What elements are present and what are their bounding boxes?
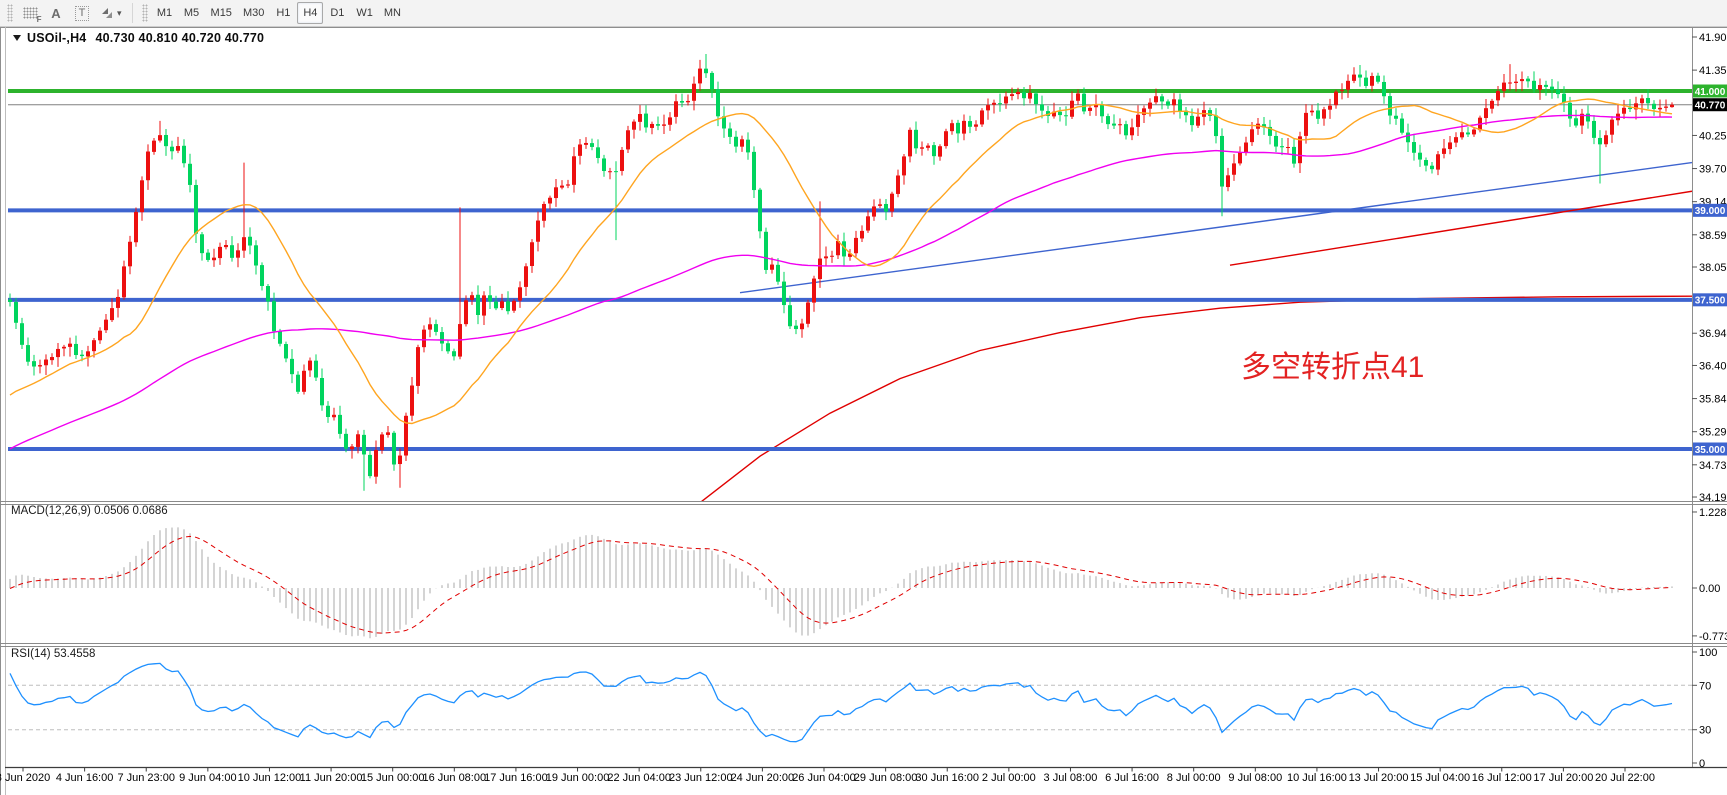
svg-text:13 Jul 20:00: 13 Jul 20:00	[1349, 772, 1409, 784]
svg-text:35.290: 35.290	[1699, 427, 1727, 439]
svg-text:16 Jul 12:00: 16 Jul 12:00	[1472, 772, 1532, 784]
ma-slow-magenta-line[interactable]	[9, 114, 1673, 450]
arrange-arrows-icon	[102, 8, 112, 18]
svg-text:10 Jun 12:00: 10 Jun 12:00	[238, 772, 302, 784]
toolbar-arrange-button[interactable]	[95, 2, 127, 24]
svg-text:40.770: 40.770	[1695, 101, 1726, 112]
svg-text:35.845: 35.845	[1699, 394, 1727, 406]
svg-text:100: 100	[1699, 647, 1717, 659]
timeframe-m1-button[interactable]: M1	[152, 2, 178, 24]
svg-text:22 Jun 04:00: 22 Jun 04:00	[607, 772, 671, 784]
svg-text:38.590: 38.590	[1699, 230, 1727, 242]
svg-text:7 Jun 23:00: 7 Jun 23:00	[117, 772, 175, 784]
macd-signal-line	[9, 535, 1673, 634]
timeframe-d1-button[interactable]: D1	[324, 2, 350, 24]
svg-text:20 Jul 22:00: 20 Jul 22:00	[1595, 772, 1655, 784]
svg-text:40.255: 40.255	[1699, 130, 1727, 142]
toolbar-textbox-button[interactable]: T	[69, 2, 95, 24]
blue-support-trendline[interactable]	[739, 161, 1692, 294]
svg-text:36.940: 36.940	[1699, 328, 1727, 340]
toolbar-separator	[131, 3, 133, 23]
svg-text:17 Jun 16:00: 17 Jun 16:00	[484, 772, 548, 784]
svg-text:30 Jun 16:00: 30 Jun 16:00	[915, 772, 979, 784]
macd-pane[interactable]	[9, 527, 1673, 639]
svg-text:23 Jun 12:00: 23 Jun 12:00	[669, 772, 733, 784]
svg-text:29 Jun 08:00: 29 Jun 08:00	[854, 772, 918, 784]
timeframe-grip[interactable]	[141, 4, 148, 22]
svg-text:39.700: 39.700	[1699, 164, 1727, 176]
red-support-trendline[interactable]	[1229, 190, 1692, 266]
rsi-name: RSI(14)	[11, 648, 51, 660]
macd-label: MACD(12,26,9) 0.0506 0.0686	[11, 505, 168, 517]
svg-text:-0.7738: -0.7738	[1699, 631, 1727, 643]
timeframe-m30-button[interactable]: M30	[238, 2, 269, 24]
svg-text:30: 30	[1699, 725, 1711, 737]
svg-text:10 Jul 16:00: 10 Jul 16:00	[1287, 772, 1347, 784]
timeframe-w1-button[interactable]: W1	[351, 2, 378, 24]
candles	[8, 54, 1674, 491]
svg-text:3 Jun 2020: 3 Jun 2020	[0, 772, 50, 784]
svg-text:36.400: 36.400	[1699, 360, 1727, 372]
svg-text:37.500: 37.500	[1695, 296, 1726, 307]
timeframe-group: M1 M5 M15 M30 H1 H4 D1 W1 MN	[152, 2, 406, 24]
timeframe-m5-button[interactable]: M5	[179, 2, 205, 24]
boxed-t-icon: T	[74, 5, 90, 21]
chart-annotation[interactable]: 多空转折点41	[1241, 351, 1425, 384]
svg-text:0.00: 0.00	[1699, 583, 1720, 595]
svg-text:41.905: 41.905	[1699, 32, 1727, 44]
svg-text:39.000: 39.000	[1695, 206, 1726, 217]
pane-separator-rsi[interactable]	[0, 642, 1727, 649]
price-axis: 41.90541.35040.25539.70039.14538.59038.0…	[1692, 32, 1727, 770]
time-axis: 3 Jun 2020 4 Jun 16:00 7 Jun 23:00 9 Jun 04…	[0, 768, 1655, 784]
svg-text:15 Jun 00:00: 15 Jun 00:00	[361, 772, 425, 784]
svg-text:0: 0	[1699, 758, 1705, 770]
svg-text:24 Jun 20:00: 24 Jun 20:00	[731, 772, 795, 784]
timeframe-mn-button[interactable]: MN	[379, 2, 406, 24]
macd-current-values: 0.0506 0.0686	[94, 505, 168, 517]
svg-text:9 Jul 08:00: 9 Jul 08:00	[1228, 772, 1282, 784]
svg-text:2 Jul 00:00: 2 Jul 00:00	[982, 772, 1036, 784]
svg-text:19 Jun 00:00: 19 Jun 00:00	[546, 772, 610, 784]
svg-text:41.350: 41.350	[1699, 65, 1727, 77]
svg-text:1.2281: 1.2281	[1699, 507, 1727, 519]
timeframe-h1-button[interactable]: H1	[270, 2, 296, 24]
rsi-pane[interactable]	[8, 662, 1692, 743]
svg-text:34.195: 34.195	[1699, 492, 1727, 504]
svg-text:38.050: 38.050	[1699, 262, 1727, 274]
svg-text:6 Jul 16:00: 6 Jul 16:00	[1105, 772, 1159, 784]
chart-title: USOil-,H4 40.730 40.810 40.720 40.770	[13, 31, 264, 45]
svg-text:4 Jun 16:00: 4 Jun 16:00	[56, 772, 114, 784]
rsi-line	[9, 662, 1673, 743]
svg-text:34.735: 34.735	[1699, 460, 1727, 472]
ma-fast-orange-line[interactable]	[9, 98, 1673, 425]
toolbar-grid-button[interactable]: F	[17, 2, 43, 24]
svg-text:70: 70	[1699, 680, 1711, 692]
timeframe-m15-button[interactable]: M15	[206, 2, 237, 24]
svg-text:35.000: 35.000	[1695, 445, 1726, 456]
ohlc-values: 40.730 40.810 40.720 40.770	[95, 31, 265, 45]
svg-text:16 Jun 08:00: 16 Jun 08:00	[422, 772, 486, 784]
grid-icon: F	[22, 7, 42, 24]
svg-text:9 Jun 04:00: 9 Jun 04:00	[179, 772, 237, 784]
toolbar-grip[interactable]	[7, 4, 13, 22]
macd-name: MACD(12,26,9)	[11, 505, 91, 517]
main-pane[interactable]	[8, 54, 1692, 503]
toolbar-text-a-button[interactable]: A	[43, 2, 69, 24]
svg-text:41.000: 41.000	[1695, 87, 1726, 98]
svg-text:8 Jul 00:00: 8 Jul 00:00	[1167, 772, 1221, 784]
svg-text:3 Jul 08:00: 3 Jul 08:00	[1044, 772, 1098, 784]
symbol-dropdown-icon[interactable]	[13, 35, 21, 41]
svg-text:26 Jun 04:00: 26 Jun 04:00	[792, 772, 856, 784]
symbol-label: USOil-,H4	[27, 31, 87, 45]
svg-text:15 Jul 04:00: 15 Jul 04:00	[1410, 772, 1470, 784]
letter-a-icon: A	[51, 5, 61, 21]
svg-text:17 Jul 20:00: 17 Jul 20:00	[1533, 772, 1593, 784]
rsi-current-value: 53.4558	[53, 648, 96, 660]
svg-text:11 Jun 20:00: 11 Jun 20:00	[300, 772, 363, 784]
pane-separator-macd[interactable]	[0, 500, 1727, 507]
rsi-label: RSI(14) 53.4558	[11, 648, 95, 660]
timeframe-h4-button[interactable]: H4	[297, 2, 324, 24]
